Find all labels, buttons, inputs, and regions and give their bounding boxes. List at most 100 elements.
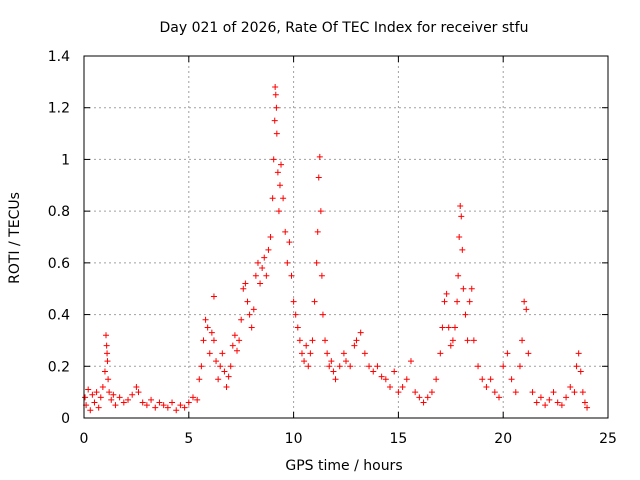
- x-tick-labels: 0 5 10 15 20 25: [80, 431, 617, 447]
- data-point: [336, 363, 343, 370]
- data-point: [521, 298, 528, 305]
- data-point: [93, 389, 100, 396]
- data-point: [82, 394, 89, 401]
- data-point: [347, 363, 354, 370]
- data-point: [97, 394, 104, 401]
- data-point: [491, 389, 498, 396]
- x-tick-label: 0: [80, 431, 89, 447]
- data-point: [529, 389, 536, 396]
- data-point: [533, 399, 540, 406]
- data-point: [248, 324, 255, 331]
- data-point: [236, 337, 243, 344]
- data-point: [460, 285, 467, 292]
- data-point: [470, 337, 477, 344]
- data-point: [542, 402, 549, 409]
- data-point: [104, 358, 111, 365]
- data-point: [189, 394, 196, 401]
- data-point: [87, 407, 94, 414]
- data-point: [311, 298, 318, 305]
- data-point: [208, 329, 215, 336]
- data-point: [238, 316, 245, 323]
- data-point: [439, 324, 446, 331]
- data-point: [324, 350, 331, 357]
- data-point: [261, 254, 268, 261]
- data-point: [294, 324, 301, 331]
- data-point: [274, 169, 281, 176]
- y-tick-label: 1.2: [48, 101, 70, 117]
- data-point: [271, 117, 278, 124]
- data-point: [143, 402, 150, 409]
- data-point: [85, 386, 92, 393]
- data-point: [303, 342, 310, 349]
- data-point: [99, 383, 106, 390]
- y-tick-label: 0.8: [48, 204, 70, 220]
- data-point: [412, 389, 419, 396]
- data-point: [129, 391, 136, 398]
- x-tick-label: 20: [494, 431, 512, 447]
- x-tick-label: 15: [389, 431, 407, 447]
- data-point: [286, 239, 293, 246]
- data-point: [160, 402, 167, 409]
- data-point: [508, 376, 515, 383]
- data-point: [296, 337, 303, 344]
- y-tick-label: 0.6: [48, 256, 70, 272]
- data-point: [428, 389, 435, 396]
- data-point: [278, 161, 285, 168]
- data-point: [292, 311, 299, 318]
- data-point: [257, 280, 264, 287]
- data-point: [459, 246, 466, 253]
- data-point: [326, 363, 333, 370]
- x-tick-label: 5: [184, 431, 193, 447]
- data-point: [318, 272, 325, 279]
- data-point: [487, 376, 494, 383]
- data-point: [382, 376, 389, 383]
- data-point: [441, 298, 448, 305]
- data-point: [196, 376, 203, 383]
- data-point: [272, 91, 279, 98]
- data-point: [374, 363, 381, 370]
- data-point: [206, 350, 213, 357]
- data-point: [313, 259, 320, 266]
- data-point: [263, 272, 270, 279]
- y-tick-label: 0: [61, 411, 70, 427]
- data-point: [554, 399, 561, 406]
- data-point: [466, 298, 473, 305]
- data-point: [314, 228, 321, 235]
- data-point: [579, 389, 586, 396]
- data-point: [288, 272, 295, 279]
- data-point: [135, 389, 142, 396]
- data-point: [169, 399, 176, 406]
- data-point: [173, 407, 180, 414]
- data-point: [301, 358, 308, 365]
- data-point: [504, 350, 511, 357]
- data-point: [95, 404, 102, 411]
- data-point: [103, 332, 110, 339]
- data-point: [252, 272, 259, 279]
- data-point: [571, 389, 578, 396]
- data-point: [523, 306, 530, 313]
- data-point: [558, 402, 565, 409]
- data-point: [407, 358, 414, 365]
- x-tick-label: 10: [285, 431, 303, 447]
- data-point: [133, 383, 140, 390]
- data-point: [464, 337, 471, 344]
- data-point: [357, 329, 364, 336]
- chart-title: Day 021 of 2026, Rate Of TEC Index for r…: [160, 20, 529, 36]
- y-tick-label: 1.4: [48, 49, 70, 65]
- data-point: [322, 337, 329, 344]
- data-point: [254, 259, 261, 266]
- data-points: [82, 84, 591, 414]
- data-point: [516, 363, 523, 370]
- data-point: [198, 363, 205, 370]
- data-point: [575, 350, 582, 357]
- data-point: [270, 156, 277, 163]
- data-point: [164, 404, 171, 411]
- data-point: [451, 324, 458, 331]
- data-point: [101, 368, 108, 375]
- data-point: [316, 153, 323, 160]
- data-point: [185, 399, 192, 406]
- data-point: [120, 399, 127, 406]
- data-point: [456, 234, 463, 240]
- data-point: [309, 337, 316, 344]
- data-point: [512, 389, 519, 396]
